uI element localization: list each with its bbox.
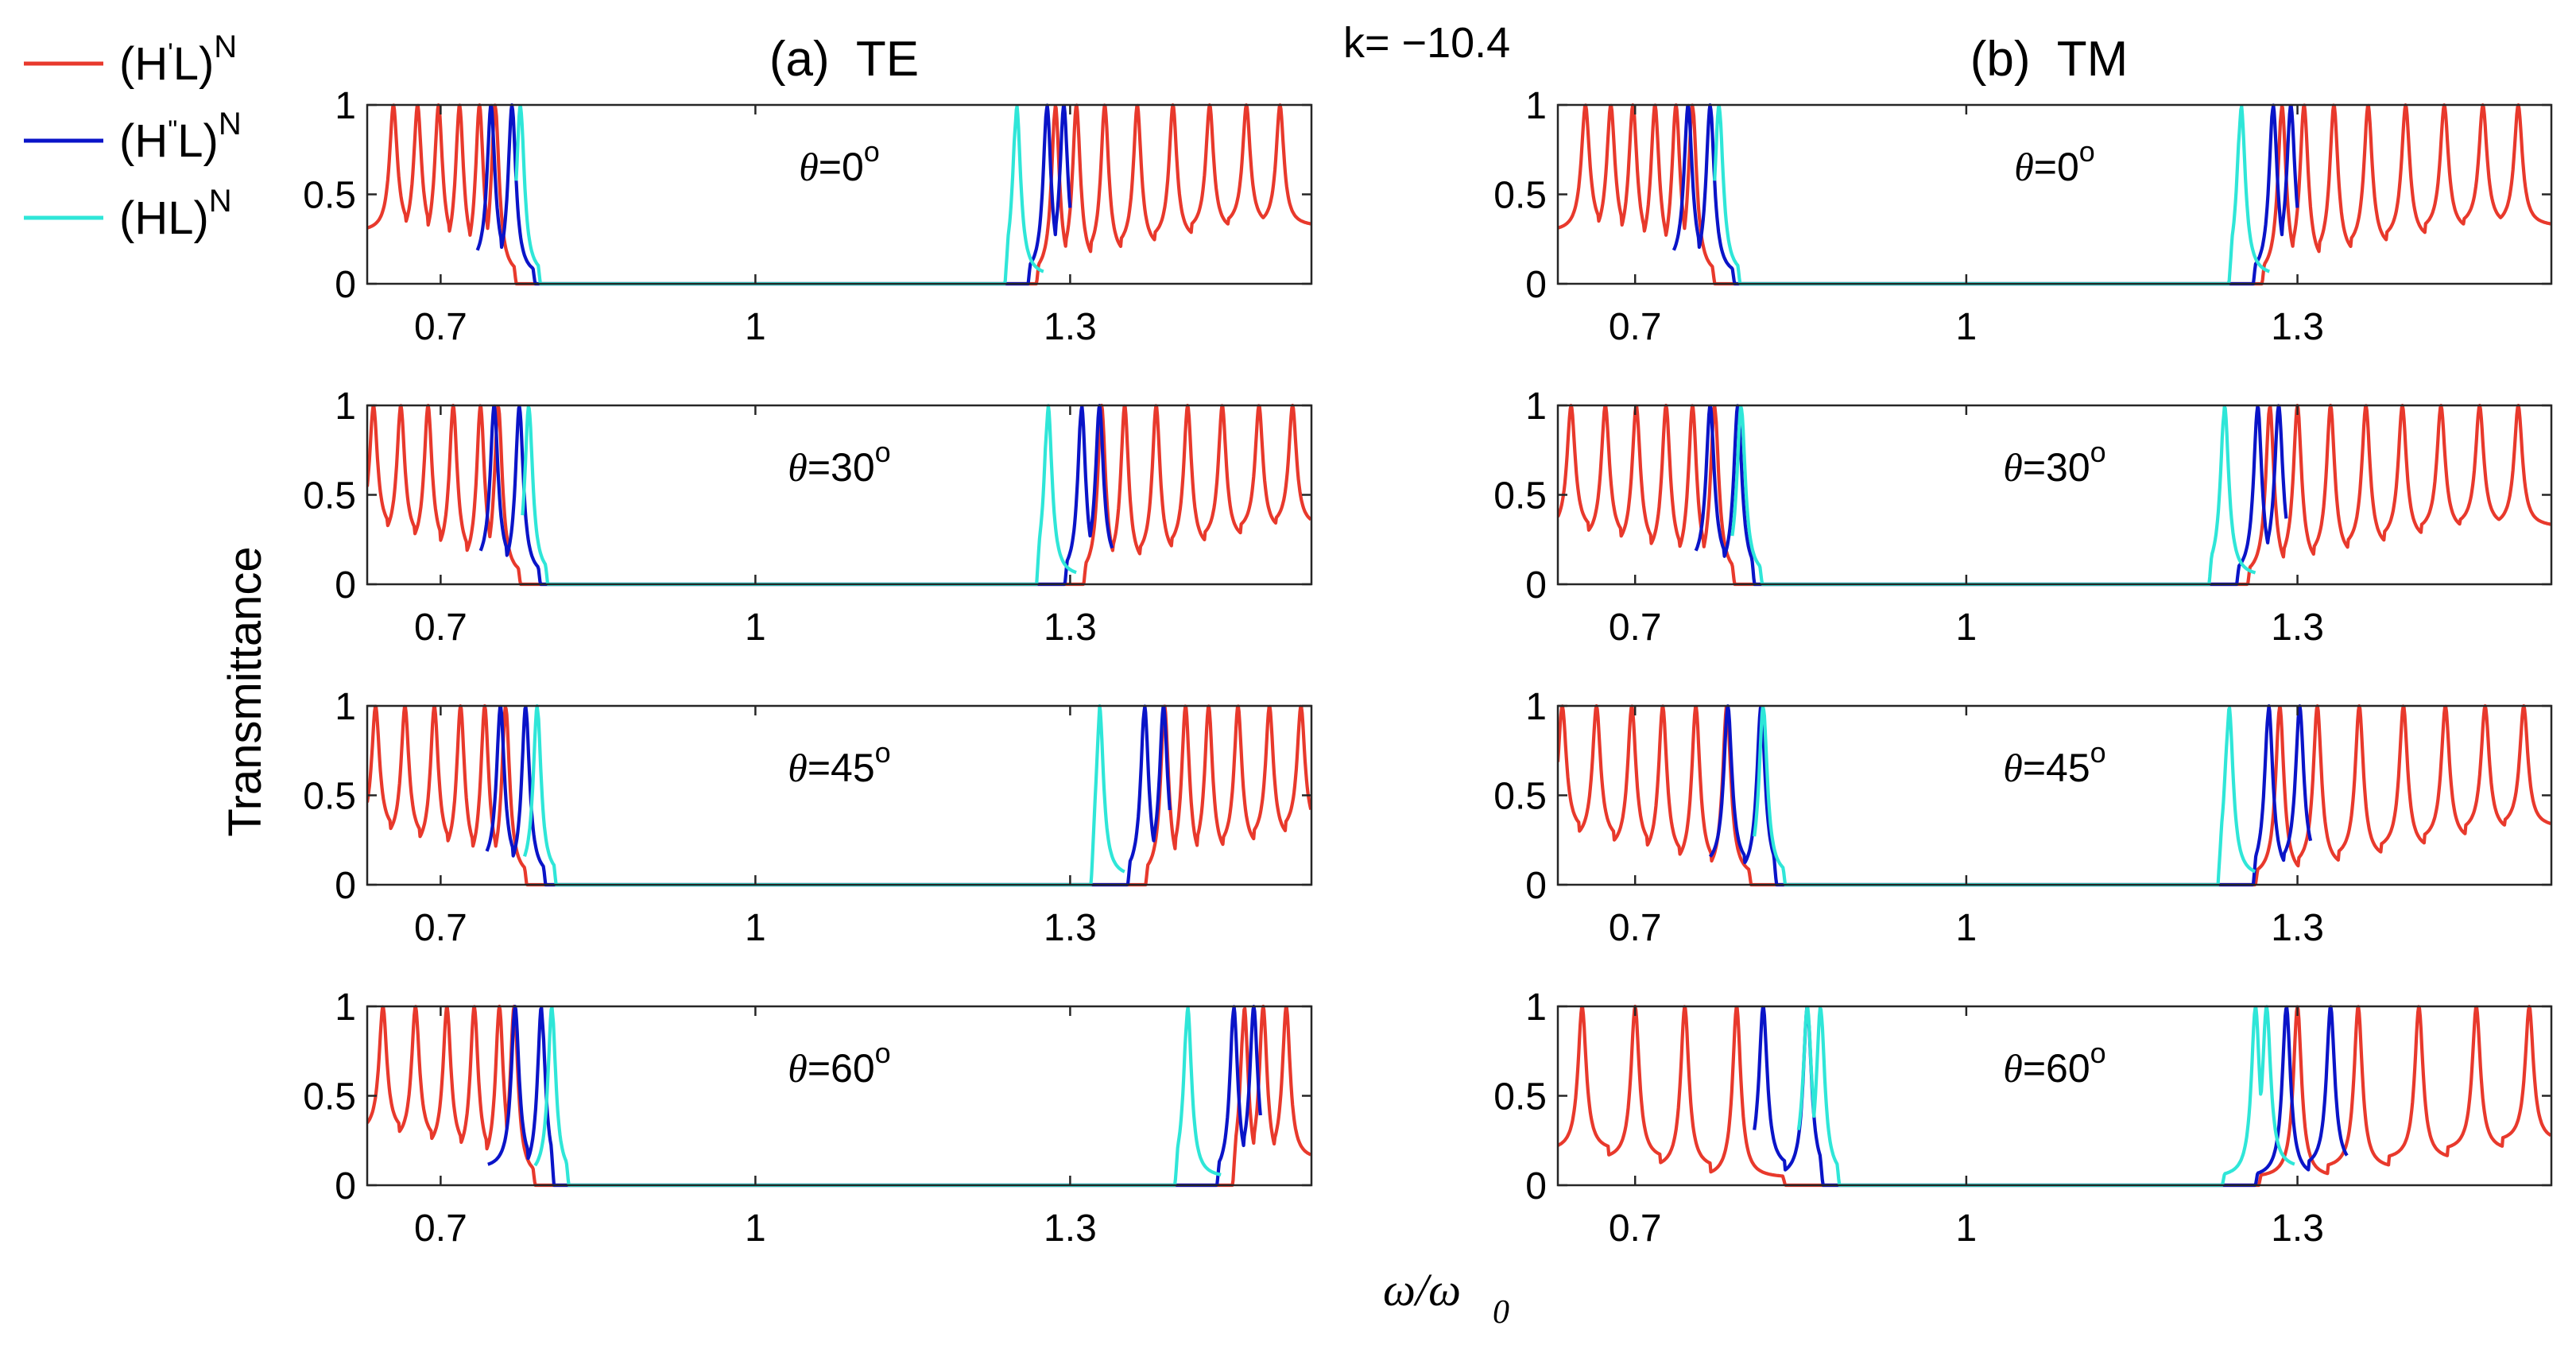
subplot-te-0: 0 0.5 1 0.7 1 1.3 θ=0o — [303, 85, 1313, 348]
y-tick-label: 0.5 — [303, 175, 356, 217]
series-line — [1671, 103, 2299, 286]
y-tick-label: 0 — [335, 865, 356, 907]
chart-title: k= −10.4 — [1343, 19, 1510, 67]
y-tick-label: 1 — [1525, 686, 1547, 728]
x-tick-label: 1.3 — [1044, 1207, 1097, 1250]
y-tick-label: 1 — [1525, 386, 1547, 428]
y-axis-label: Transmittance — [219, 546, 271, 836]
y-tick-label: 0.5 — [303, 475, 356, 517]
series-line — [514, 104, 1044, 286]
x-tick-label: 1.3 — [1044, 607, 1097, 649]
y-tick-label: 0 — [335, 264, 356, 306]
legend-label: (HL)N — [119, 184, 232, 244]
series-line — [1796, 1005, 2296, 1188]
angle-label: θ=60o — [788, 1037, 890, 1091]
series-line — [1753, 704, 2256, 887]
x-tick-label: 0.7 — [414, 306, 467, 348]
angle-label: θ=45o — [2003, 736, 2105, 790]
x-tick-label: 1 — [745, 1207, 766, 1250]
x-tick-label: 1.3 — [2271, 907, 2324, 949]
y-tick-label: 0.5 — [1493, 175, 1547, 217]
y-tick-label: 0.5 — [1493, 1076, 1547, 1118]
series-line — [367, 403, 1311, 587]
axes-box — [366, 404, 1313, 586]
series-line — [475, 103, 1072, 286]
series-line — [1558, 704, 2551, 887]
y-tick-label: 0 — [1525, 564, 1547, 607]
subplot-te-1: 0 0.5 1 0.7 1 1.3 θ=30o — [303, 386, 1313, 649]
y-tick-label: 0.5 — [1493, 776, 1547, 818]
legend-entry: (HL)N — [24, 184, 232, 244]
y-tick-label: 1 — [335, 85, 356, 127]
x-axis-label: ω/ω 0 — [1383, 1264, 1509, 1331]
y-tick-label: 1 — [335, 686, 356, 728]
y-tick-label: 1 — [335, 986, 356, 1029]
angle-label: θ=30o — [788, 436, 890, 490]
angle-label: θ=0o — [799, 135, 880, 189]
legend-label: (H"L)N — [119, 107, 242, 167]
y-tick-label: 0.5 — [303, 1076, 356, 1118]
series-line — [522, 704, 1126, 887]
series-line — [485, 704, 1172, 887]
series-line — [1713, 104, 2271, 286]
x-tick-label: 1 — [745, 306, 766, 348]
y-tick-label: 0 — [1525, 264, 1547, 306]
x-tick-label: 1.3 — [2271, 1207, 2324, 1250]
y-tick-label: 0 — [1525, 1165, 1547, 1207]
y-tick-label: 1 — [335, 386, 356, 428]
axes-box — [1556, 1005, 2553, 1187]
x-tick-label: 1 — [1956, 1207, 1978, 1250]
subplot-tm-2: 0 0.5 1 0.7 1 1.3 θ=45o — [1493, 686, 2553, 949]
x-tick-label: 1 — [745, 607, 766, 649]
panel-title-tm: (b) TM — [1970, 32, 2129, 87]
x-tick-label: 1.3 — [1044, 306, 1097, 348]
subplot-tm-1: 0 0.5 1 0.7 1 1.3 θ=30o — [1493, 386, 2553, 649]
y-tick-label: 0 — [1525, 865, 1547, 907]
y-tick-label: 0 — [335, 1165, 356, 1207]
subplot-tm-0: 0 0.5 1 0.7 1 1.3 θ=0o — [1493, 85, 2553, 348]
series-line — [1694, 404, 2288, 587]
x-tick-label: 0.7 — [414, 1207, 467, 1250]
legend-entry: (H"L)N — [24, 107, 242, 167]
series-line — [1558, 1004, 2551, 1188]
y-tick-label: 0.5 — [1493, 475, 1547, 517]
series-line — [533, 1005, 1222, 1188]
y-tick-label: 0 — [335, 564, 356, 607]
angle-label: θ=30o — [2003, 436, 2105, 490]
x-tick-label: 1.3 — [1044, 907, 1097, 949]
subplot-te-2: 0 0.5 1 0.7 1 1.3 θ=45o — [303, 686, 1313, 949]
angle-label: θ=60o — [2003, 1037, 2105, 1091]
subplot-tm-3: 0 0.5 1 0.7 1 1.3 θ=60o — [1493, 986, 2553, 1250]
legend-entry: (H'L)N — [24, 29, 237, 90]
subplot-te-3: 0 0.5 1 0.7 1 1.3 θ=60o — [303, 986, 1313, 1250]
series-line — [478, 404, 1114, 587]
panel-title-te: (a) TE — [769, 32, 919, 87]
y-tick-label: 1 — [1525, 85, 1547, 127]
x-tick-label: 1.3 — [2271, 306, 2324, 348]
x-tick-label: 1 — [1956, 306, 1978, 348]
x-tick-label: 0.7 — [414, 907, 467, 949]
x-tick-label: 0.7 — [1609, 607, 1662, 649]
series-line — [1730, 404, 2256, 587]
x-tick-label: 0.7 — [1609, 306, 1662, 348]
x-tick-label: 1 — [1956, 907, 1978, 949]
x-tick-label: 0.7 — [1609, 1207, 1662, 1250]
subplots: 0 0.5 1 0.7 1 1.3 θ=0o 0 0.5 1 0.7 1 1.3 θ=30o 0 0.5 1 0.… — [303, 85, 2553, 1250]
angle-label: θ=45o — [788, 736, 890, 790]
x-axis-label-main: ω/ω — [1383, 1264, 1461, 1316]
x-axis-label-subscript: 0 — [1493, 1294, 1509, 1331]
x-tick-label: 1.3 — [2271, 607, 2324, 649]
legend-label: (H'L)N — [119, 29, 237, 90]
series-line — [521, 404, 1078, 587]
y-tick-label: 0.5 — [303, 776, 356, 818]
x-tick-label: 1 — [745, 907, 766, 949]
legend: (H'L)N (H"L)N (HL)N — [24, 29, 242, 244]
angle-label: θ=0o — [2014, 135, 2095, 189]
x-tick-label: 1 — [1956, 607, 1978, 649]
series-line — [486, 1005, 1262, 1188]
x-tick-label: 0.7 — [414, 607, 467, 649]
y-tick-label: 1 — [1525, 986, 1547, 1029]
x-tick-label: 0.7 — [1609, 907, 1662, 949]
